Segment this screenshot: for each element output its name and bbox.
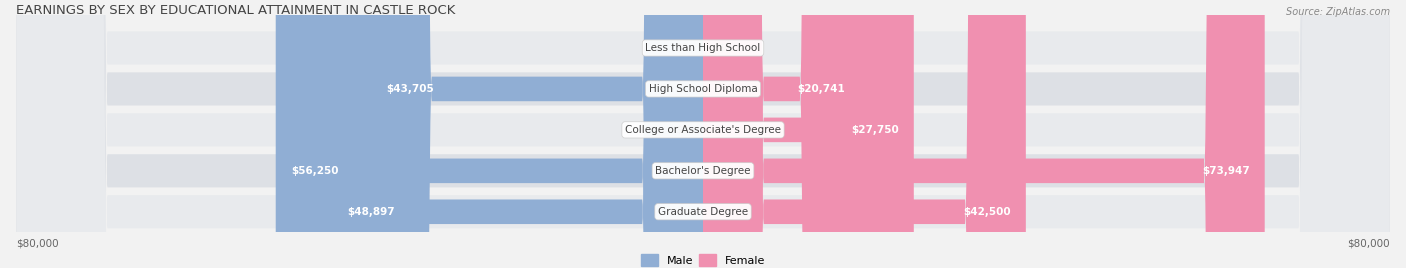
Text: $20,741: $20,741: [797, 84, 845, 94]
Text: $56,250: $56,250: [291, 166, 339, 176]
FancyBboxPatch shape: [371, 0, 703, 268]
Text: $48,897: $48,897: [347, 207, 395, 217]
FancyBboxPatch shape: [17, 0, 1389, 268]
FancyBboxPatch shape: [332, 0, 703, 268]
FancyBboxPatch shape: [703, 0, 914, 268]
Text: $42,500: $42,500: [963, 207, 1011, 217]
Legend: Male, Female: Male, Female: [641, 254, 765, 266]
FancyBboxPatch shape: [17, 0, 1389, 268]
Text: High School Diploma: High School Diploma: [648, 84, 758, 94]
FancyBboxPatch shape: [703, 0, 1265, 268]
FancyBboxPatch shape: [17, 0, 1389, 268]
Text: $80,000: $80,000: [1347, 239, 1389, 248]
FancyBboxPatch shape: [703, 0, 860, 268]
Text: $43,705: $43,705: [387, 84, 434, 94]
Text: $0: $0: [718, 43, 731, 53]
FancyBboxPatch shape: [276, 0, 703, 268]
Text: $27,750: $27,750: [851, 125, 898, 135]
FancyBboxPatch shape: [17, 0, 1389, 268]
Text: Source: ZipAtlas.com: Source: ZipAtlas.com: [1285, 7, 1389, 17]
Text: EARNINGS BY SEX BY EDUCATIONAL ATTAINMENT IN CASTLE ROCK: EARNINGS BY SEX BY EDUCATIONAL ATTAINMEN…: [17, 4, 456, 17]
Text: College or Associate's Degree: College or Associate's Degree: [626, 125, 780, 135]
FancyBboxPatch shape: [703, 0, 1026, 268]
Text: $80,000: $80,000: [17, 239, 59, 248]
Text: Less than High School: Less than High School: [645, 43, 761, 53]
Text: $0: $0: [675, 125, 688, 135]
FancyBboxPatch shape: [17, 0, 1389, 268]
Text: Graduate Degree: Graduate Degree: [658, 207, 748, 217]
Text: $0: $0: [675, 43, 688, 53]
Text: Bachelor's Degree: Bachelor's Degree: [655, 166, 751, 176]
Text: $73,947: $73,947: [1202, 166, 1250, 176]
